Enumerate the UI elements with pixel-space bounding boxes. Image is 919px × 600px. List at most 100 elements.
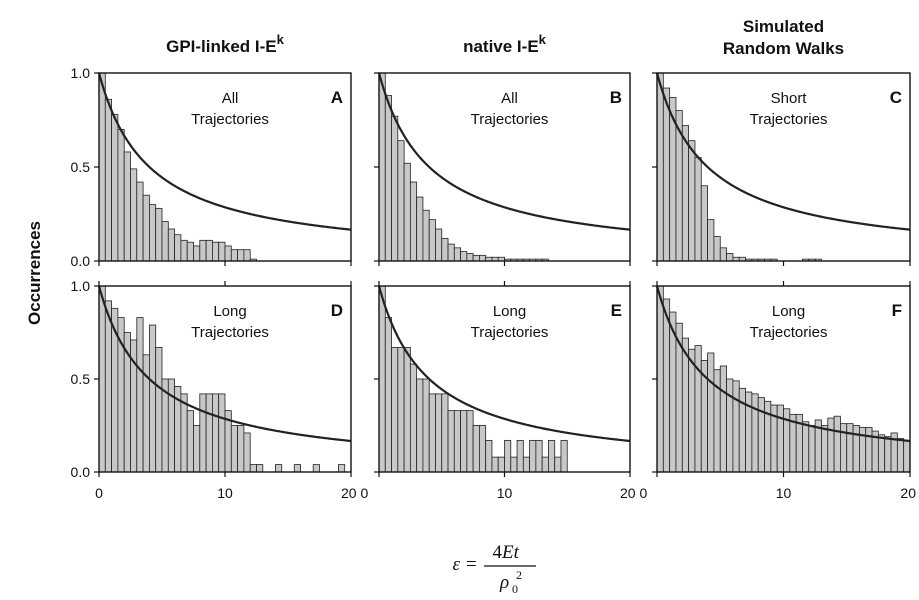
panel-annotation-line2: Trajectories — [750, 324, 828, 341]
histogram-bar — [846, 423, 854, 473]
panel-letter: D — [331, 301, 343, 320]
panel-annotation-line2: Trajectories — [191, 111, 269, 128]
panel-annotation-line1: Long — [493, 303, 526, 320]
histogram-bar — [688, 140, 696, 262]
histogram-bar — [707, 352, 715, 473]
histogram-bar — [167, 228, 176, 262]
panel-E: Long Trajectories E — [374, 285, 631, 477]
histogram-bar — [541, 456, 549, 473]
histogram-bar — [453, 247, 461, 262]
histogram-bar — [403, 346, 411, 473]
histogram-bar — [199, 239, 207, 262]
histogram-bar — [884, 436, 892, 473]
histogram-bar — [497, 456, 505, 473]
column-title-simulated-line2: Random Walks — [723, 39, 844, 58]
histogram-bar — [466, 253, 474, 262]
histogram-bar — [865, 426, 873, 473]
histogram-bar — [205, 393, 213, 473]
histogram-bar — [808, 425, 816, 473]
histogram-bar — [485, 439, 493, 473]
histogram-bar — [732, 380, 740, 473]
y-tick-label: 0.0 — [71, 253, 91, 269]
histogram-bar — [504, 439, 512, 473]
histogram-bar — [821, 425, 829, 473]
histogram-bar — [142, 194, 150, 262]
histogram-bar — [293, 464, 301, 473]
histogram-bar — [104, 98, 113, 262]
histogram-bar — [186, 410, 194, 473]
histogram-bar — [441, 238, 449, 262]
y-axis-label: Occurrences — [25, 221, 44, 325]
histogram-bar — [681, 125, 690, 262]
histogram-bar — [199, 393, 207, 473]
theory-curve — [377, 72, 631, 231]
histogram-bar — [403, 162, 411, 262]
histogram-bar — [535, 439, 543, 473]
panel-annotation-line2: Trajectories — [191, 324, 269, 341]
histogram-bar — [662, 87, 671, 262]
histogram-bar — [460, 410, 468, 473]
formula-equals: = — [466, 554, 477, 575]
column-title-gpi-sup: k — [277, 32, 285, 47]
histogram-bar — [98, 72, 106, 262]
histogram-bar — [428, 219, 436, 262]
panel-annotation-line1: All — [222, 90, 239, 107]
formula-epsilon: ε — [453, 554, 461, 575]
panel-F: Long Trajectories F — [652, 285, 911, 477]
histogram-bar — [180, 393, 188, 473]
histogram-bar — [117, 128, 125, 262]
histogram-bar — [256, 464, 264, 473]
histogram-bar — [719, 365, 727, 473]
histogram-bar — [218, 393, 226, 473]
histogram-bar — [877, 434, 886, 473]
x-tick-label: 20 0 — [341, 485, 368, 501]
theory-curve — [655, 72, 911, 231]
histogram-bar — [516, 439, 524, 473]
histogram-bar — [833, 415, 841, 473]
histogram-bar — [148, 324, 157, 473]
histogram-bar — [491, 456, 499, 473]
histogram-bar — [478, 425, 487, 473]
histogram-bar — [453, 410, 461, 473]
histogram-bar — [123, 151, 131, 262]
histogram-bar — [312, 464, 320, 473]
histogram-bar — [510, 456, 518, 473]
histogram-bar — [435, 393, 443, 473]
panel-annotation-line1: Short — [771, 90, 808, 107]
histogram-bar — [205, 239, 213, 262]
histogram-bar — [688, 348, 696, 473]
histogram-bar — [98, 285, 106, 473]
x-axis-formula: ε = 4 Et ρ 02 — [453, 542, 536, 596]
formula-denominator-sub: 0 — [512, 582, 518, 596]
panel-letter: C — [890, 88, 902, 107]
histogram-bar — [548, 439, 556, 473]
histogram-bar — [274, 464, 283, 473]
histogram-bar — [466, 410, 474, 473]
theory-curve — [655, 285, 911, 443]
histogram-bar — [397, 140, 405, 262]
histogram-bar — [435, 228, 443, 262]
histogram-bar — [707, 219, 715, 262]
histogram-bar — [416, 196, 424, 262]
histogram-bar — [757, 397, 765, 473]
histogram-bar — [656, 285, 664, 473]
histogram-bar — [472, 425, 480, 473]
formula-denominator-var: ρ — [499, 572, 509, 593]
histogram-bar — [211, 241, 220, 262]
column-title-native-text: native I-E — [463, 37, 539, 56]
panel-A: 0.0 0.5 1.0 All Trajectories A — [71, 65, 352, 286]
histogram-bar — [384, 317, 392, 473]
histogram-bar — [713, 236, 721, 262]
histogram-bar — [409, 181, 418, 262]
histogram-bar — [428, 393, 436, 473]
histogram-bar — [751, 393, 759, 473]
histogram-bar — [104, 300, 113, 473]
histogram-bar — [447, 410, 455, 473]
column-title-simulated-line1: Simulated — [743, 17, 824, 36]
histogram-bar — [249, 464, 257, 473]
theory-curve — [97, 285, 352, 443]
histogram-bar — [224, 245, 232, 262]
histogram-bar — [656, 72, 664, 262]
histogram-bar — [522, 456, 531, 473]
